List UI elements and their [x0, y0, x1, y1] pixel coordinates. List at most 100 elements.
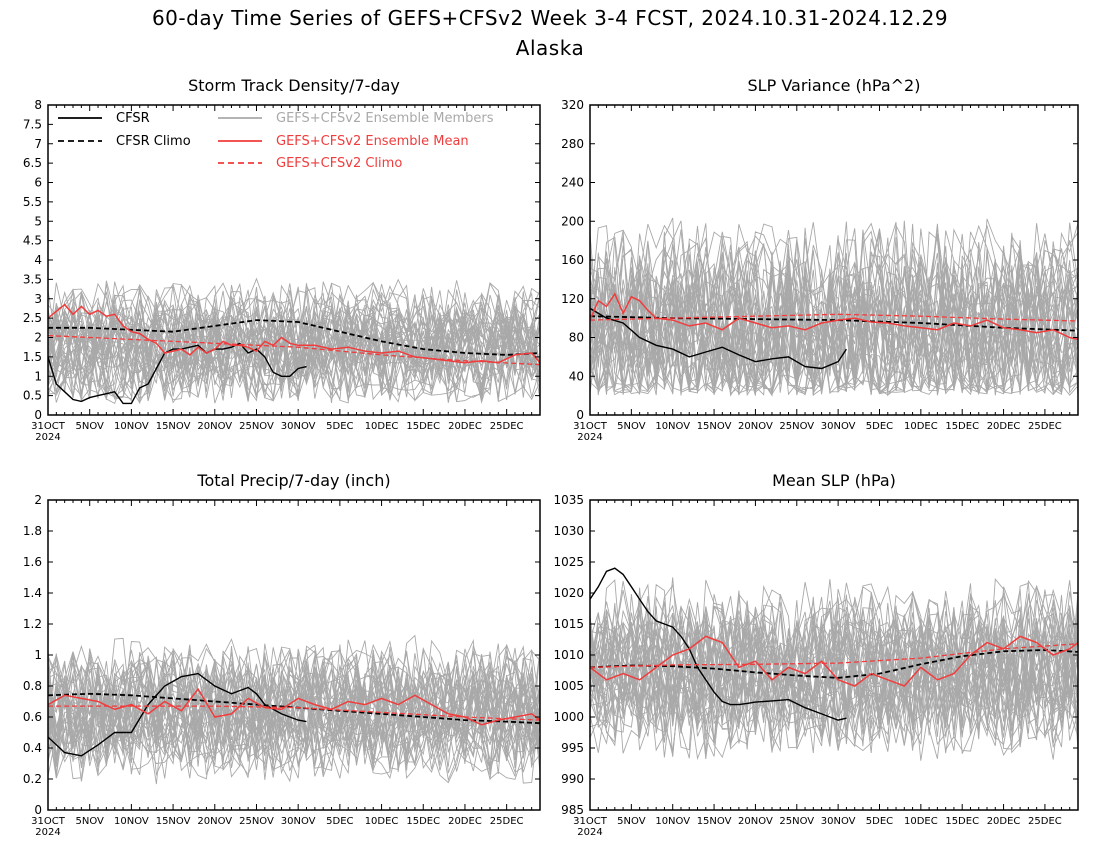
panels-group: Storm Track Density/7-day 0 0.5 1 1.5 2 2.5 3 3.… [23, 76, 1079, 838]
x-tick-label: 20DEC [987, 816, 1021, 827]
y-tick-label: 2.5 [23, 311, 42, 325]
ensemble-member-line [590, 281, 1078, 395]
y-tick-label: 40 [569, 369, 584, 383]
y-tick-label: 1 [34, 369, 42, 383]
x-tick-label: 5DEC [866, 421, 893, 432]
ensemble-member-line [590, 600, 1078, 730]
ensemble-member-line [48, 291, 540, 381]
x-tick-label: 5NOV [75, 421, 104, 432]
panel-1: Storm Track Density/7-day 0 0.5 1 1.5 2 2.5 3 3.… [23, 76, 541, 443]
x-tick-label: 20NOV [197, 816, 232, 827]
x-tick-label: 30NOV [281, 421, 316, 432]
y-tick-label: 0.5 [23, 389, 42, 403]
y-tick-label: 1025 [553, 555, 584, 569]
y-tick-label: 7.5 [23, 117, 42, 131]
ensemble-member-line [48, 639, 540, 748]
y-tick-label: 6 [34, 176, 42, 190]
x-tick-label: 10DEC [365, 421, 399, 432]
x-tick-label: 20DEC [987, 421, 1021, 432]
ensemble-mean-line [590, 292, 1078, 341]
x-tick-label: 25NOV [779, 421, 814, 432]
cfsr-line [590, 307, 847, 370]
x-tick-label: 31OCT [31, 421, 66, 432]
y-tick-label: 1005 [553, 679, 584, 693]
y-tick-label: 5 [34, 214, 42, 228]
x-tick-label: 5DEC [326, 816, 353, 827]
y-tick-label: 1 [34, 648, 42, 662]
panel-2: SLP Variance (hPa^2) 0 40 80 120 160 200 240 280… [561, 76, 1079, 443]
x-tick-label: 15NOV [697, 816, 732, 827]
ensemble-member-line [48, 680, 540, 784]
figure-title: 60-day Time Series of GEFS+CFSv2 Week 3-… [152, 6, 948, 30]
x-tick-label: 15DEC [406, 816, 440, 827]
panel-3: Total Precip/7-day (inch) 0 0.2 0.4 0.6 0.8 1 1… [23, 471, 541, 838]
y-tick-label: 280 [561, 137, 584, 151]
ensemble-member-line [48, 306, 540, 396]
y-tick-label: 7 [34, 137, 42, 151]
x-tick-label: 15DEC [945, 816, 979, 827]
ensemble-member-line [48, 672, 540, 779]
ensemble-member-line [48, 303, 540, 394]
y-tick-label: 120 [561, 292, 584, 306]
x-tick-label: 10NOV [655, 816, 690, 827]
y-tick-label: 4.5 [23, 234, 42, 248]
x-tick-label: 30NOV [281, 816, 316, 827]
y-tick-label: 8 [34, 98, 42, 112]
ensemble-member-line [590, 260, 1078, 396]
x-tick-label: 10NOV [655, 421, 690, 432]
x-tick-label: 10DEC [365, 816, 399, 827]
gefs-climo-line [590, 313, 1078, 322]
y-tick-label: 1030 [553, 524, 584, 538]
x-tick-label: 10NOV [114, 816, 149, 827]
ensemble-member-line [48, 292, 540, 381]
y-tick-label: 1015 [553, 617, 584, 631]
y-tick-label: 990 [561, 772, 584, 786]
x-tick-label: 20NOV [738, 816, 773, 827]
legend-label: CFSR Climo [116, 134, 191, 149]
y-tick-label: 2 [34, 331, 42, 345]
y-tick-label: 3.5 [23, 272, 42, 286]
x-tick-label: 15DEC [945, 421, 979, 432]
cfsr-climo-line [590, 649, 1078, 679]
x-tick-label: 30NOV [821, 816, 856, 827]
x-year-label: 2024 [35, 432, 60, 443]
x-tick-label: 20NOV [197, 421, 232, 432]
x-tick-label: 20DEC [448, 421, 482, 432]
panel-title: SLP Variance (hPa^2) [748, 76, 921, 95]
legend-label: GEFS+CFSv2 Ensemble Mean [276, 134, 469, 149]
x-tick-label: 25DEC [1028, 816, 1062, 827]
y-tick-label: 995 [561, 741, 584, 755]
y-tick-label: 200 [561, 214, 584, 228]
ensemble-member-line [48, 318, 540, 404]
ensemble-member-line [590, 276, 1078, 395]
y-tick-label: 0 [576, 408, 584, 422]
y-tick-label: 3 [34, 292, 42, 306]
x-year-label: 2024 [35, 827, 60, 838]
x-tick-label: 5NOV [617, 816, 646, 827]
cfsr-climo-line [48, 319, 540, 356]
x-tick-label: 30NOV [821, 421, 856, 432]
y-tick-label: 1.5 [23, 350, 42, 364]
ensemble-member-line [590, 625, 1078, 748]
ensemble-member-line [48, 677, 540, 785]
y-tick-label: 80 [569, 331, 584, 345]
y-tick-label: 1020 [553, 586, 584, 600]
plot-area [590, 567, 1078, 761]
y-tick-label: 1.2 [23, 617, 42, 631]
legend: CFSR CFSR Climo GEFS+CFSv2 Ensemble Member… [58, 111, 494, 171]
x-tick-label: 10DEC [904, 421, 938, 432]
ensemble-member-line [48, 659, 540, 765]
plot-area [48, 277, 540, 405]
legend-label: GEFS+CFSv2 Climo [276, 156, 402, 171]
y-tick-label: 1035 [553, 493, 584, 507]
gefs-climo-line [48, 334, 540, 366]
ensemble-member-line [48, 281, 540, 369]
x-tick-label: 5DEC [326, 421, 353, 432]
ensemble-member-line [48, 317, 540, 403]
gefs-climo-line [590, 643, 1078, 669]
x-tick-label: 10NOV [114, 421, 149, 432]
y-tick-label: 1010 [553, 648, 584, 662]
panel-title: Storm Track Density/7-day [188, 76, 400, 95]
ensemble-member-line [48, 321, 540, 404]
